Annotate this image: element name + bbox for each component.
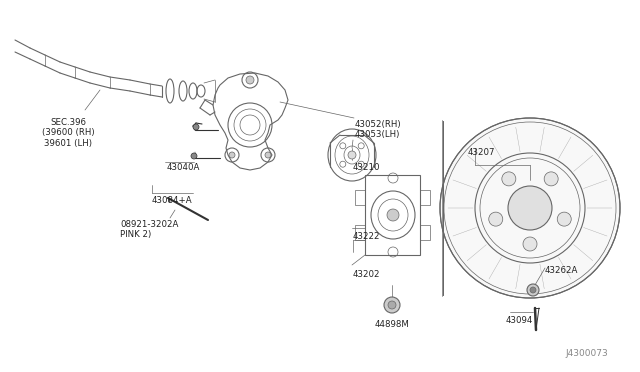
Text: J4300073: J4300073 [565,349,608,358]
Circle shape [265,152,271,158]
Circle shape [557,212,572,226]
Text: 43202: 43202 [353,270,381,279]
Circle shape [387,209,399,221]
Text: 08921-3202A
PINK 2): 08921-3202A PINK 2) [120,220,179,240]
Circle shape [384,297,400,313]
Circle shape [229,152,235,158]
Circle shape [530,287,536,293]
Circle shape [348,151,356,159]
Text: 43052(RH)
43053(LH): 43052(RH) 43053(LH) [355,120,402,140]
Circle shape [508,186,552,230]
Text: 43222: 43222 [353,232,381,241]
Circle shape [388,301,396,309]
Text: 43040A: 43040A [167,163,200,172]
Text: 43094: 43094 [506,316,533,325]
Circle shape [440,118,620,298]
Text: 43207: 43207 [468,148,495,157]
Text: 43084+A: 43084+A [152,196,193,205]
Text: 43210: 43210 [353,163,381,172]
Circle shape [523,237,537,251]
Circle shape [191,153,197,159]
Circle shape [544,172,558,186]
Text: SEC.396
(39600 (RH)
39601 (LH): SEC.396 (39600 (RH) 39601 (LH) [42,118,94,148]
Circle shape [502,172,516,186]
Text: 43262A: 43262A [545,266,579,275]
Circle shape [246,76,254,84]
Circle shape [527,284,539,296]
Circle shape [193,124,199,130]
Circle shape [489,212,503,226]
Text: 44898M: 44898M [375,320,410,329]
